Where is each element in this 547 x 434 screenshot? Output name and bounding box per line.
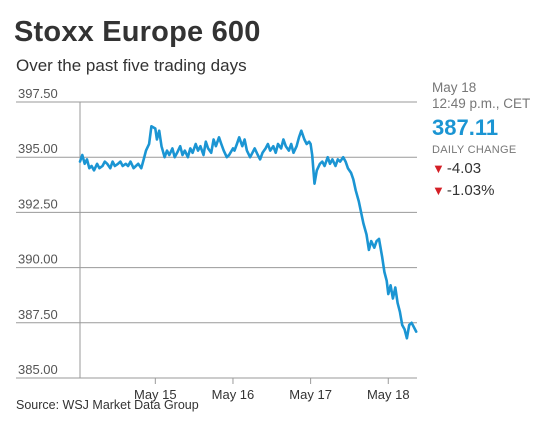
y-tick-label: 387.50	[18, 307, 58, 322]
x-tick-label: May 17	[289, 387, 332, 402]
price-series-line	[78, 125, 418, 340]
daily-change-label: DAILY CHANGE	[432, 144, 517, 156]
change-percent: -1.03%	[446, 182, 495, 199]
quote-price: 387.11	[432, 115, 499, 140]
quote-time: 12:49 p.m., CET	[432, 96, 531, 111]
change-points-row: ▼ -4.03	[432, 159, 530, 178]
quote-date: May 18	[432, 80, 477, 95]
x-tick-label: May 18	[367, 387, 410, 402]
down-triangle-icon: ▼	[432, 183, 445, 198]
x-tick-label: May 16	[212, 387, 255, 402]
y-tick-label: 390.00	[18, 252, 58, 267]
y-tick-label: 397.50	[18, 86, 58, 101]
down-triangle-icon: ▼	[432, 161, 445, 176]
x-tick-label: May 15	[134, 387, 177, 402]
change-points: -4.03	[446, 160, 482, 177]
source-note: Source: WSJ Market Data Group	[16, 398, 199, 412]
y-tick-label: 395.00	[18, 141, 58, 156]
chart-title: Stoxx Europe 600	[14, 16, 261, 48]
y-tick-label: 385.00	[18, 362, 58, 377]
quote-panel: May 18 12:49 p.m., CET 387.11 DAILY CHAN…	[432, 80, 530, 200]
change-percent-row: ▼ -1.03%	[432, 181, 530, 200]
y-tick-label: 392.50	[18, 196, 58, 211]
chart-subtitle: Over the past five trading days	[16, 56, 247, 75]
